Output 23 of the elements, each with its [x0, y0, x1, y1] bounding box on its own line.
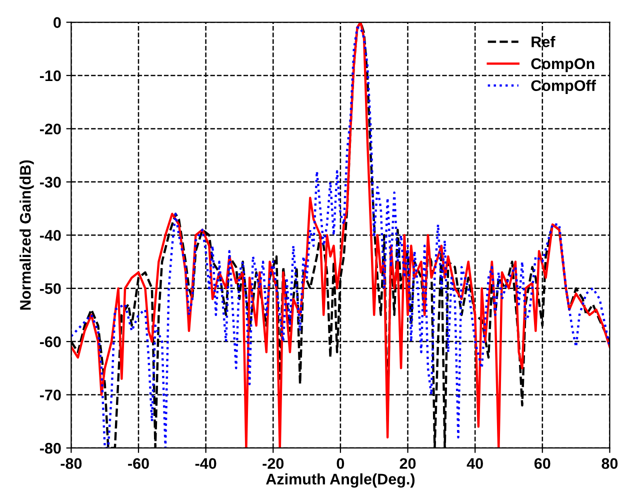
- x-axis-title: Azimuth Angle(Deg.): [266, 473, 415, 488]
- x-tick-label: 60: [534, 458, 550, 469]
- legend-label: CompOff: [531, 80, 596, 94]
- y-tick-label: -50: [40, 283, 61, 294]
- x-tick-label: 20: [400, 458, 416, 469]
- x-tick-label: 40: [466, 458, 483, 469]
- y-tick-label: -20: [40, 124, 61, 134]
- y-tick-label: -30: [40, 176, 61, 188]
- y-tick-label: -60: [40, 336, 61, 348]
- x-tick-label: 80: [602, 458, 618, 469]
- legend-label: Ref: [532, 36, 556, 48]
- x-tick-label: -60: [128, 458, 149, 469]
- x-tick-label: -20: [262, 458, 284, 469]
- x-tick-label: 0: [336, 458, 344, 469]
- y-tick-label: -70: [40, 390, 61, 400]
- y-tick-label: 0: [54, 17, 61, 28]
- y-tick-label: -10: [40, 70, 61, 82]
- y-tick-label: -80: [40, 442, 61, 454]
- x-tick-label: -80: [60, 458, 82, 469]
- x-tick-label: -40: [195, 458, 216, 469]
- y-tick-label: -40: [40, 230, 61, 241]
- legend-label: CompOn: [531, 58, 594, 72]
- y-axis-title: Normalized Gain(dB): [20, 160, 34, 310]
